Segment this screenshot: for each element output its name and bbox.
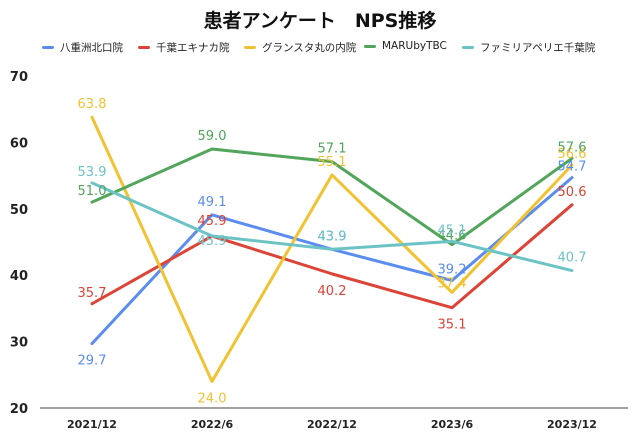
legend-swatch — [42, 46, 54, 49]
data-label: 45.1 — [438, 223, 467, 238]
data-label: 55.1 — [318, 155, 347, 170]
y-tick-label: 50 — [10, 203, 28, 218]
data-label: 53.9 — [78, 165, 107, 180]
series-line — [90, 147, 574, 247]
data-label: 50.6 — [558, 185, 587, 200]
data-label: 59.0 — [198, 129, 227, 144]
legend-swatch — [244, 46, 256, 49]
legend-label: グランスタ丸の内院 — [262, 42, 357, 54]
data-label: 43.9 — [318, 229, 347, 244]
data-label: 49.1 — [198, 195, 227, 210]
legend-swatch — [462, 46, 474, 49]
data-label: 35.1 — [438, 318, 467, 333]
x-tick-label: 2023/6 — [431, 418, 474, 431]
data-label: 57.6 — [558, 140, 587, 155]
data-label: 40.7 — [558, 251, 587, 266]
data-label: 35.7 — [78, 286, 107, 301]
data-label: 54.7 — [558, 160, 587, 175]
data-label: 51.0 — [78, 184, 107, 199]
data-label: 24.0 — [198, 391, 227, 406]
data-label: 43.9 — [318, 229, 347, 244]
legend-label: 千葉エキナカ院 — [156, 42, 230, 54]
series-line — [90, 176, 574, 346]
data-label: 37.4 — [438, 276, 467, 291]
legend-label: ファミリアペリエ千葉院 — [480, 42, 596, 54]
x-tick-label: 2022/6 — [191, 418, 234, 431]
data-label: 39.2 — [438, 263, 467, 278]
data-label: 57.1 — [318, 142, 347, 157]
y-tick-label: 60 — [10, 136, 28, 151]
legend-label: 八重洲北口院 — [60, 42, 123, 54]
data-label: 29.7 — [78, 354, 107, 369]
chart-legend: 八重洲北口院 千葉エキナカ院 グランスタ丸の内院 MARUbyTBC ファミリアペリエ千… — [0, 40, 640, 60]
legend-label: MARUbyTBC — [382, 40, 447, 52]
data-label: 56.6 — [558, 147, 587, 162]
legend-item: MARUbyTBC — [364, 40, 447, 52]
data-label: 63.8 — [78, 97, 107, 112]
legend-item: グランスタ丸の内院 — [244, 40, 356, 55]
y-tick-label: 30 — [10, 336, 28, 351]
data-label: 45.9 — [198, 234, 227, 249]
legend-item: ファミリアペリエ千葉院 — [462, 40, 595, 55]
legend-item: 八重洲北口院 — [42, 40, 123, 55]
y-tick-label: 20 — [10, 402, 28, 417]
series-line — [90, 181, 574, 273]
legend-swatch — [138, 46, 150, 49]
data-label: 40.2 — [318, 284, 347, 299]
y-tick-label: 40 — [10, 269, 28, 284]
chart-title: 患者アンケート NPS推移 — [203, 10, 437, 32]
series-line — [90, 203, 574, 310]
data-label: 44.6 — [438, 229, 467, 244]
y-tick-label: 70 — [10, 70, 28, 85]
x-tick-label: 2021/12 — [67, 418, 117, 431]
data-label: 45.9 — [198, 214, 227, 229]
x-tick-label: 2022/12 — [307, 418, 357, 431]
x-tick-label: 2023/12 — [547, 418, 597, 431]
legend-swatch — [364, 44, 376, 48]
legend-item: 千葉エキナカ院 — [138, 40, 230, 55]
